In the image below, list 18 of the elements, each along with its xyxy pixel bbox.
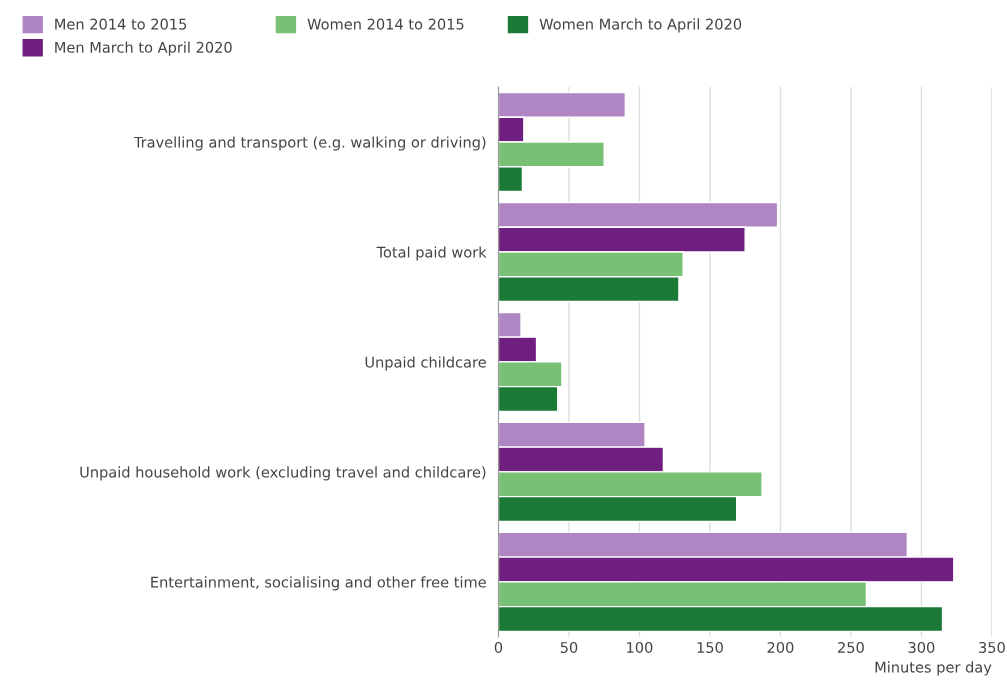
legend-label: Men 2014 to 2015: [55, 18, 187, 30]
y-tick-label: Total paid work: [376, 246, 487, 261]
x-tick-label: 0: [494, 641, 503, 653]
y-tick-label: Travelling and transport (e.g. walking or driving): [133, 136, 486, 151]
x-tick-label: 200: [767, 641, 794, 653]
legend-label: Women March to April 2020: [539, 18, 742, 33]
x-tick-label: 50: [560, 641, 578, 653]
x-tick-label: 350: [979, 641, 1005, 653]
x-tick-label: 300: [908, 641, 935, 653]
x-tick-label: 100: [627, 641, 653, 653]
x-tick-label: 150: [697, 641, 723, 653]
legend-label: Men March to April 2020: [55, 41, 232, 56]
x-tick-label: 250: [838, 641, 864, 653]
x-axis-title: Minutes per day: [875, 661, 992, 676]
legend-label: Women 2014 to 2015: [307, 18, 464, 30]
y-tick-label: Unpaid household work (excluding travel and childcare): [80, 466, 486, 481]
y-tick-label: Entertainment, socialising and other free time: [151, 576, 486, 591]
y-tick-label: Unpaid childcare: [365, 356, 486, 371]
